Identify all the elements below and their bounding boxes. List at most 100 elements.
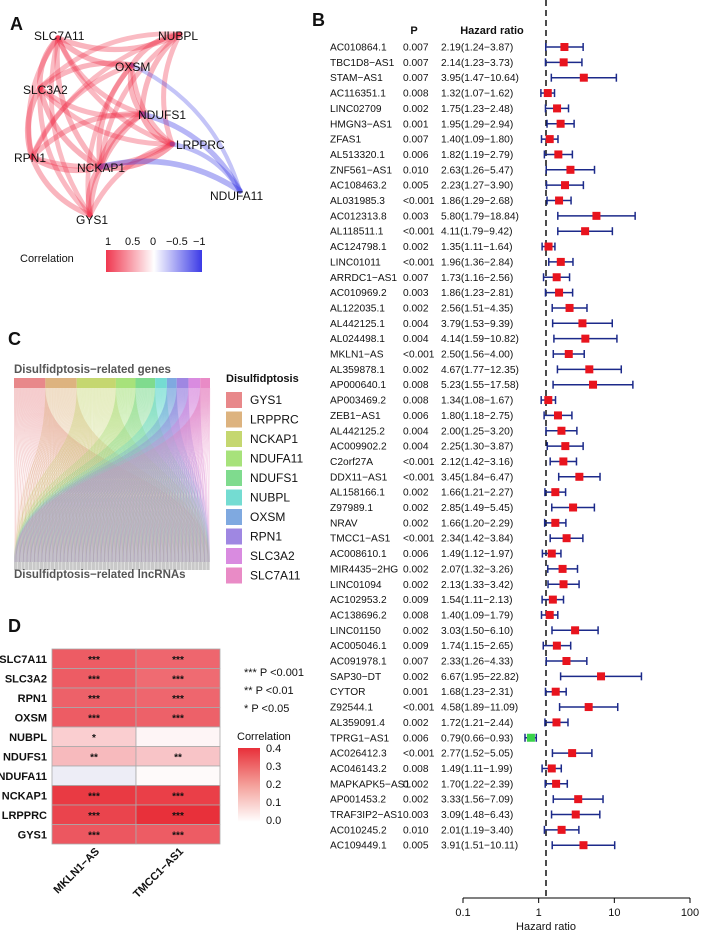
lncrna-block [150,562,155,570]
edge-ndufs1-gys1 [87,111,145,218]
legend-label-ndufs1: NDUFS1 [250,471,298,485]
edge-rpn1-gys1 [29,154,93,218]
flow [59,387,121,563]
flow [174,387,199,563]
band-lrpprc [14,388,210,562]
flow [93,387,205,563]
flow [151,387,179,563]
hr-point [556,257,565,266]
forest-row: STAM−AS1 0.007 3.95(1.47−10.64) [330,73,618,84]
row-p: 0.010 [403,825,429,836]
flow [166,387,205,563]
flow [133,387,148,563]
flow [96,387,161,563]
lncrna-block [176,562,181,570]
hr-point [566,165,575,174]
hr-point [575,472,584,481]
heat-star: *** [172,713,184,724]
forest-row: ZEB1−AS1 0.006 1.80(1.18−2.75) [330,411,573,422]
flow [141,387,149,563]
flow [41,387,119,563]
hr-point [552,641,561,650]
heat-star: *** [88,811,100,822]
lncrna-block [99,562,103,570]
flow [100,387,145,563]
flow [156,387,198,563]
flow [22,387,118,563]
flow [96,387,117,563]
flow [59,387,170,563]
flow [63,387,180,563]
flow [44,387,209,563]
row-hr: 1.95(1.29−2.94) [441,119,513,130]
flow [21,387,65,563]
flow [104,387,195,563]
flow [60,387,113,563]
row-hr: 2.25(1.30−3.87) [441,442,513,453]
legend-tick-0.5: 0.5 [125,236,140,248]
row-p: 0.008 [403,396,429,407]
flow [29,387,113,563]
flow [149,387,161,563]
row-name: AC010969.2 [330,288,387,299]
edge-slc7a11-ndufs1 [55,35,145,117]
flow [58,387,98,563]
lncrna-block [25,562,29,570]
flow [14,387,20,563]
heat-cell [135,824,221,845]
flow [71,387,181,563]
edge-ndufs1-nckap1 [96,110,146,171]
row-p: 0.008 [403,380,429,391]
flow [29,387,116,563]
legend-swatch-gys1 [226,392,242,408]
row-hr: 1.49(1.11−1.99) [441,764,512,775]
flow [15,387,24,563]
band-slc7a11 [14,388,210,562]
legend-swatch-ndufa11 [226,450,242,467]
row-p: <0.001 [403,257,435,268]
flow [126,387,173,563]
flow [128,387,146,563]
flow [38,387,172,563]
flow [45,387,139,563]
flow [41,387,190,563]
flow [170,387,187,563]
flow [104,387,172,563]
lncrna-block [136,562,140,570]
gene-block-ndufs1 [135,378,156,388]
flow [129,387,157,563]
forest-row: C2orf27A <0.001 2.12(1.42−3.16) [330,457,578,468]
flow [186,387,190,563]
lncrna-block [102,562,107,570]
flow [199,387,209,563]
flow [15,387,189,563]
flow [100,387,172,563]
lncrna-block [47,562,51,570]
hr-point [574,795,583,804]
flows-ndufs1 [15,387,209,563]
flow [108,387,195,563]
flow [85,387,144,563]
flow [96,387,205,563]
flow [40,387,179,563]
row-hr: 2.50(1.56−4.00) [441,350,513,361]
lncrna-block [165,562,169,570]
hr-point [554,150,563,159]
row-p: <0.001 [403,350,435,361]
heat-star: *** [172,694,184,705]
forest-row: MKLN1−AS <0.001 2.50(1.56−4.00) [330,350,585,361]
band-nubpl [14,388,210,562]
flow [159,387,198,563]
flows-gys1 [13,387,209,563]
flow [108,387,206,563]
node-nubpl: NUBPL [158,29,198,43]
forest-row: AC108463.2 0.005 2.23(1.27−3.90) [330,181,585,192]
lncrna-block [206,562,210,570]
colorbar-gradient [238,748,260,822]
flow [130,387,207,563]
row-p: 0.004 [403,442,429,453]
flow [103,387,150,563]
row-hr: 4.58(1.89−11.09) [441,703,518,714]
hr-point [559,580,568,589]
flow [131,387,176,563]
